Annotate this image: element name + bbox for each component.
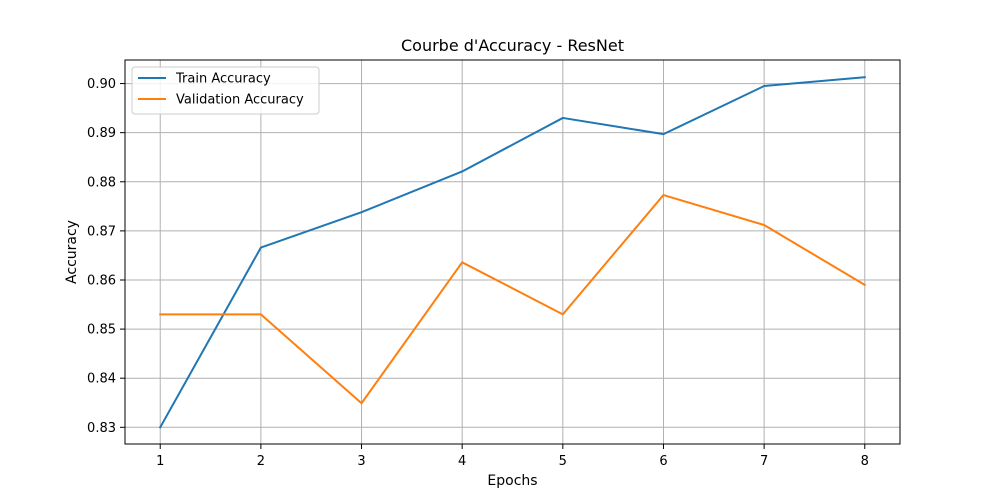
y-axis-title: Accuracy bbox=[64, 220, 80, 284]
y-tick-label: 0.86 bbox=[87, 273, 116, 288]
grid bbox=[125, 60, 900, 444]
x-tick-label: 4 bbox=[458, 454, 466, 469]
y-axis-ticks: 0.83 0.84 0.85 0.86 0.87 0.88 0.89 0.90 bbox=[87, 77, 125, 436]
x-tick-label: 2 bbox=[257, 454, 265, 469]
x-axis-title: Epochs bbox=[487, 473, 537, 489]
legend-box bbox=[131, 66, 320, 115]
chart-title: Courbe d'Accuracy - ResNet bbox=[401, 36, 624, 55]
legend-label-train: Train Accuracy bbox=[175, 72, 271, 87]
y-tick-label: 0.85 bbox=[87, 323, 116, 338]
y-tick-label: 0.89 bbox=[87, 126, 116, 141]
x-tick-label: 8 bbox=[861, 454, 869, 469]
y-tick-label: 0.87 bbox=[87, 224, 116, 239]
y-tick-label: 0.90 bbox=[87, 77, 116, 92]
train-accuracy-line bbox=[158, 76, 866, 429]
legend: Train Accuracy Validation Accuracy bbox=[131, 66, 320, 115]
series-lines bbox=[158, 76, 867, 429]
x-tick-label: 7 bbox=[760, 454, 768, 469]
y-tick-label: 0.84 bbox=[87, 372, 116, 387]
x-tick-label: 3 bbox=[357, 454, 365, 469]
legend-label-validation: Validation Accuracy bbox=[176, 93, 304, 108]
validation-accuracy-line bbox=[159, 194, 867, 405]
x-tick-label: 5 bbox=[559, 454, 567, 469]
y-tick-label: 0.83 bbox=[87, 421, 116, 436]
x-tick-label: 6 bbox=[659, 454, 667, 469]
x-axis-ticks: 1 2 3 4 5 6 7 8 bbox=[156, 444, 869, 469]
x-tick-label: 1 bbox=[156, 454, 164, 469]
y-tick-label: 0.88 bbox=[87, 175, 116, 190]
plot-area-frame bbox=[124, 59, 901, 445]
